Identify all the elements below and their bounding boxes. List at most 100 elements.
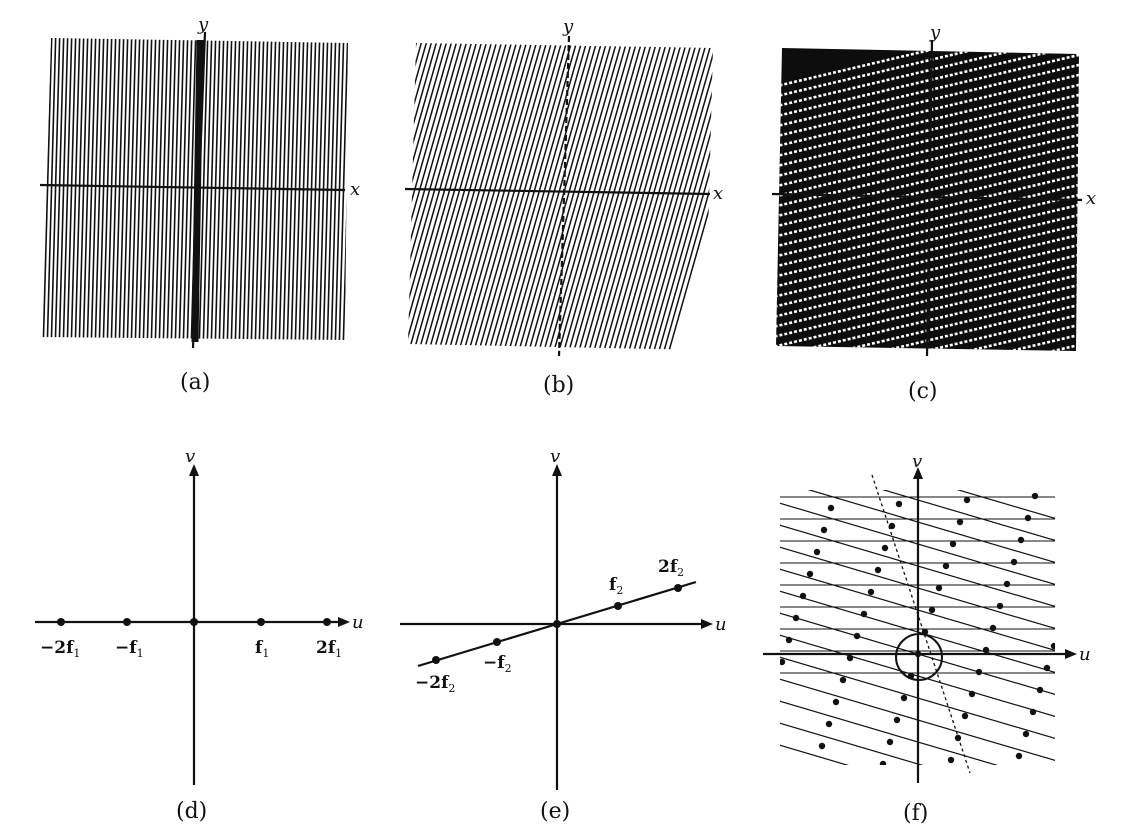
panel-c-caption: (c) bbox=[908, 379, 938, 404]
lattice-dot bbox=[879, 760, 887, 765]
grating-line bbox=[90, 38, 101, 340]
moire-streak bbox=[776, 168, 1079, 252]
grating-line bbox=[408, 43, 456, 350]
lattice-dot bbox=[961, 712, 969, 720]
grating-line bbox=[166, 38, 177, 340]
panel-d: u v −2f1 −f1 f1 2f1 (d) bbox=[35, 446, 364, 824]
moire-streak bbox=[776, 58, 1079, 142]
lattice-dot bbox=[968, 690, 976, 698]
lattice-dot bbox=[867, 588, 875, 596]
grating-line bbox=[234, 38, 245, 340]
lattice-dot bbox=[982, 646, 990, 654]
panel-e-caption: (e) bbox=[540, 799, 570, 824]
grating-line bbox=[70, 38, 81, 340]
grating-line bbox=[230, 38, 241, 340]
grating-line bbox=[408, 43, 501, 350]
lattice-dot bbox=[853, 632, 861, 640]
panel-d-label-f1: f1 bbox=[255, 638, 269, 660]
grating-line bbox=[594, 43, 691, 350]
panel-e-u-arrow bbox=[701, 619, 713, 629]
lattice-dot bbox=[780, 658, 786, 666]
grating-line bbox=[654, 43, 713, 350]
lattice-dot bbox=[1050, 642, 1055, 650]
panel-e-u-label: u bbox=[715, 614, 727, 635]
moire-streak bbox=[776, 188, 1079, 272]
grating-line bbox=[46, 38, 57, 340]
grating-line bbox=[408, 43, 436, 350]
panel-b-x-axis bbox=[404, 187, 711, 196]
grating-line bbox=[474, 43, 571, 350]
lattice-dot bbox=[1010, 558, 1018, 566]
panel-a-x-label: x bbox=[350, 179, 360, 200]
panel-d-dot-origin bbox=[190, 618, 198, 626]
grating-line bbox=[122, 38, 133, 340]
lattice-dot bbox=[799, 592, 807, 600]
grating-line bbox=[619, 43, 713, 350]
grating-line bbox=[408, 43, 466, 350]
grating-line bbox=[589, 43, 686, 350]
lattice-dot bbox=[900, 694, 908, 702]
grating-line bbox=[138, 38, 149, 340]
lattice-dot bbox=[806, 570, 814, 578]
grating-line bbox=[408, 43, 476, 350]
panel-d-label-negf1: −f1 bbox=[115, 638, 144, 660]
grating-line bbox=[186, 38, 197, 340]
moire-streak bbox=[776, 48, 1079, 122]
moire-streak bbox=[776, 108, 1079, 192]
grating-line bbox=[31, 25, 40, 355]
lattice-line bbox=[956, 490, 1055, 520]
grating-line bbox=[544, 43, 641, 350]
grating-line bbox=[419, 43, 516, 350]
grating-line bbox=[98, 38, 109, 340]
grating-line bbox=[27, 25, 36, 355]
panel-c-x-axis bbox=[771, 192, 1083, 202]
grating-line bbox=[634, 43, 713, 350]
lattice-dot bbox=[989, 624, 997, 632]
moire-streak bbox=[776, 308, 1079, 351]
moire-streak bbox=[776, 68, 1079, 152]
grating-line bbox=[126, 38, 137, 340]
grating-line bbox=[449, 43, 546, 350]
grating-line bbox=[210, 38, 221, 340]
grating-line bbox=[242, 38, 253, 340]
lattice-dot bbox=[825, 720, 833, 728]
grating-line bbox=[408, 43, 441, 350]
panel-d-u-label: u bbox=[352, 612, 364, 633]
panel-e-v-label: v bbox=[550, 446, 560, 467]
lattice-dot bbox=[956, 518, 964, 526]
grating-line bbox=[19, 25, 28, 355]
grating-line bbox=[130, 38, 141, 340]
panel-a-caption: (a) bbox=[180, 370, 210, 395]
lattice-dot bbox=[1043, 664, 1051, 672]
panel-e: u v −2f2 −f2 f2 2f2 (e) bbox=[400, 446, 727, 824]
moire-streak bbox=[776, 268, 1079, 351]
grating-line bbox=[170, 38, 181, 340]
panel-b-caption: (b) bbox=[543, 373, 574, 398]
panel-f-v-label: v bbox=[912, 451, 922, 472]
panel-d-dot-neg1 bbox=[123, 618, 131, 626]
grating-line bbox=[444, 43, 541, 350]
lattice-dot bbox=[827, 504, 835, 512]
grating-line bbox=[408, 43, 491, 350]
grating-line bbox=[639, 43, 713, 350]
panel-d-dot-pos2 bbox=[323, 618, 331, 626]
lattice-dot bbox=[1024, 514, 1032, 522]
panel-e-dot-pos1 bbox=[614, 602, 622, 610]
grating-line bbox=[58, 38, 69, 340]
panel-c-y-label: y bbox=[929, 22, 941, 43]
grating-line bbox=[504, 43, 601, 350]
grating-line bbox=[94, 38, 105, 340]
grating-line bbox=[198, 38, 209, 340]
grating-line bbox=[644, 43, 713, 350]
grating-line bbox=[250, 38, 261, 340]
grating-line bbox=[424, 43, 521, 350]
grating-line bbox=[408, 43, 451, 350]
panel-b-y-axis bbox=[557, 35, 571, 357]
panel-d-label-2f1: 2f1 bbox=[316, 638, 342, 660]
grating-line bbox=[534, 43, 631, 350]
grating-line bbox=[659, 43, 713, 350]
moire-streak bbox=[776, 278, 1079, 351]
grating-line bbox=[514, 43, 611, 350]
grating-line bbox=[459, 43, 556, 350]
grating-line bbox=[214, 38, 225, 340]
